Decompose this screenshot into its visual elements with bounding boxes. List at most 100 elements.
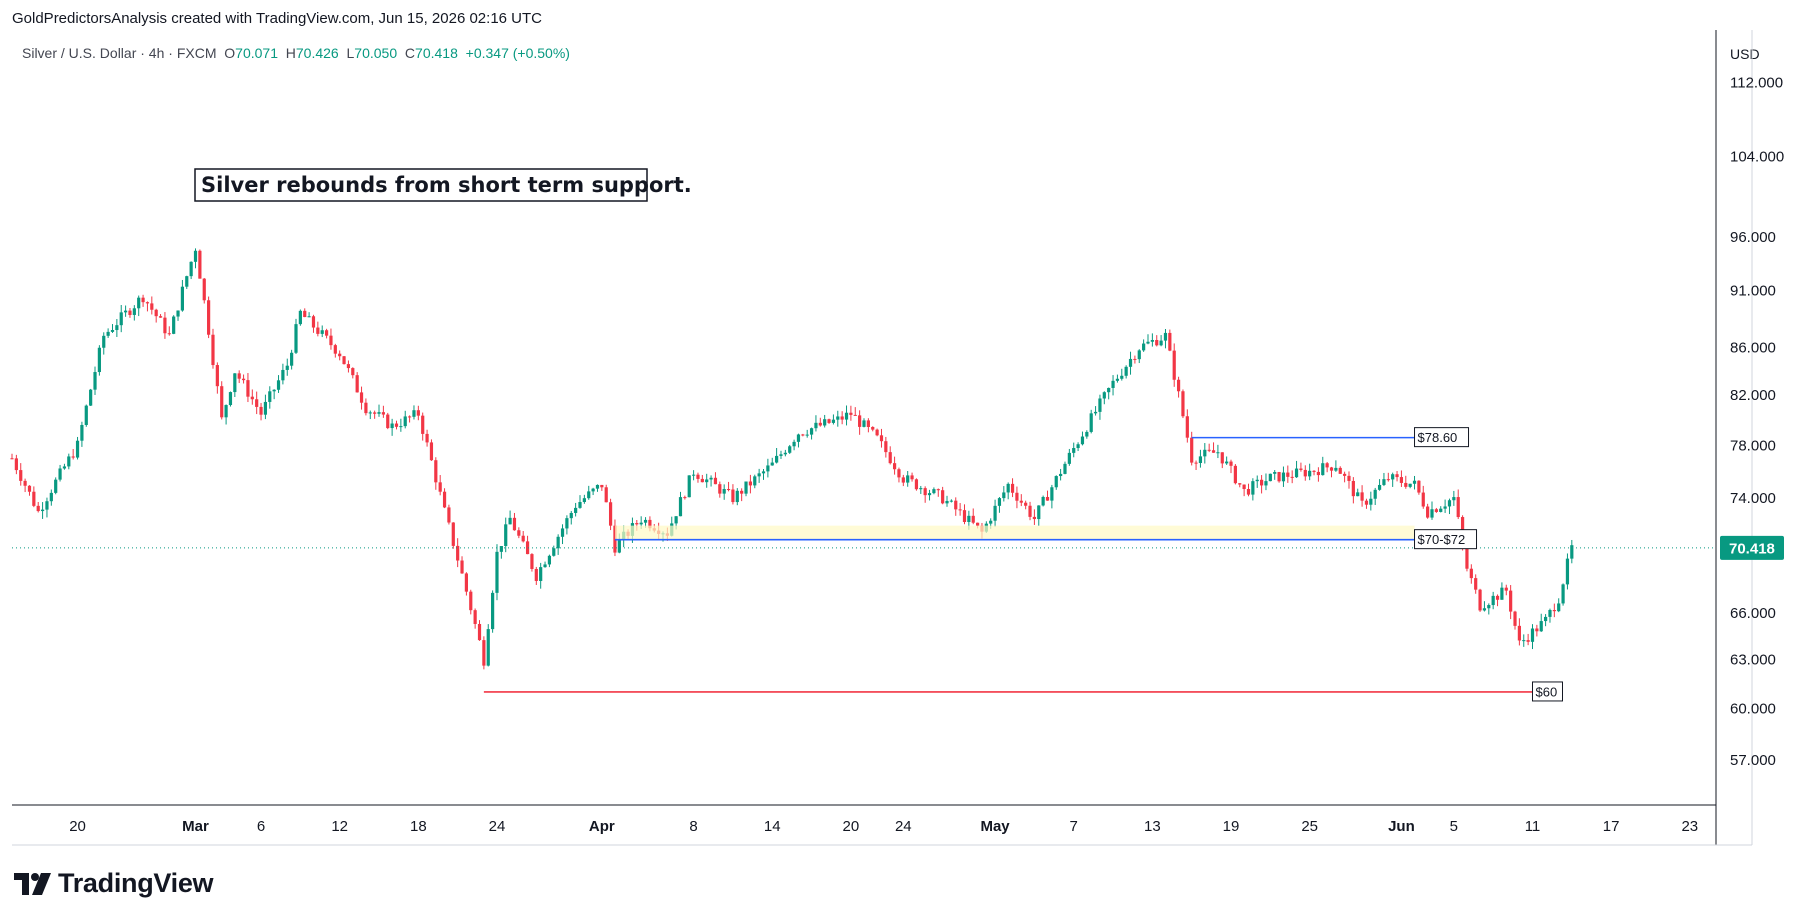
candle-body bbox=[788, 446, 792, 453]
price-tick-label: 86.000 bbox=[1730, 339, 1776, 356]
high-value: 70.426 bbox=[295, 45, 339, 61]
candle-body bbox=[1321, 463, 1325, 476]
candle bbox=[237, 370, 241, 384]
candle-body bbox=[753, 476, 757, 486]
candle-body bbox=[1290, 476, 1294, 478]
candle bbox=[1198, 449, 1203, 468]
candle-body bbox=[1246, 489, 1251, 495]
candle bbox=[255, 391, 259, 415]
candle-body bbox=[333, 345, 337, 354]
candle-body bbox=[1225, 461, 1229, 464]
candle bbox=[259, 402, 263, 421]
candle-body bbox=[997, 498, 1002, 506]
candle-body bbox=[827, 419, 831, 423]
candle bbox=[539, 562, 543, 589]
candle bbox=[1115, 374, 1120, 383]
time-tick-label: 20 bbox=[843, 818, 860, 835]
candle bbox=[844, 405, 849, 426]
time-tick-label: 18 bbox=[410, 818, 427, 835]
time-tick-label: 14 bbox=[764, 818, 781, 835]
candle bbox=[1063, 461, 1067, 475]
candle bbox=[154, 308, 158, 323]
candle bbox=[408, 415, 412, 423]
candle-body bbox=[539, 567, 543, 581]
candle bbox=[1377, 479, 1382, 491]
candle bbox=[945, 495, 949, 507]
candle-body bbox=[1251, 481, 1255, 495]
candle bbox=[1308, 463, 1312, 481]
candle-body bbox=[888, 452, 892, 464]
candle-body bbox=[595, 484, 600, 489]
candle bbox=[456, 538, 460, 568]
candle bbox=[866, 418, 870, 433]
candle-body bbox=[560, 528, 565, 537]
candle-body bbox=[578, 502, 582, 508]
candle bbox=[180, 279, 184, 312]
candle-body bbox=[766, 465, 770, 472]
candle-body bbox=[530, 554, 534, 569]
candle bbox=[1002, 486, 1006, 502]
candle-body bbox=[1264, 481, 1268, 486]
candle-body bbox=[1176, 379, 1181, 392]
candle bbox=[141, 294, 145, 307]
candle bbox=[1107, 387, 1111, 400]
candle-body bbox=[687, 475, 691, 498]
candle bbox=[1325, 461, 1329, 473]
candle-body bbox=[342, 356, 346, 365]
candle-body bbox=[1430, 509, 1434, 518]
candle bbox=[128, 308, 132, 318]
candle bbox=[211, 328, 215, 369]
candle bbox=[137, 295, 141, 317]
candle-body bbox=[27, 485, 32, 492]
candle-body bbox=[643, 519, 648, 523]
candle-body bbox=[521, 535, 525, 542]
candle bbox=[1010, 478, 1015, 498]
candle bbox=[1260, 475, 1264, 494]
candle-body bbox=[853, 414, 857, 416]
price-chart[interactable]: $78.60 $70-$72 $60 112.000 104.000 96.000 91.… bbox=[0, 0, 1814, 850]
candle-body bbox=[1207, 449, 1211, 451]
candle-body bbox=[792, 441, 796, 447]
candle bbox=[1264, 473, 1268, 491]
candle-body bbox=[1504, 587, 1508, 591]
candle-body bbox=[137, 297, 141, 309]
candle bbox=[1098, 394, 1102, 420]
candle-body bbox=[844, 412, 849, 420]
candle-body bbox=[1063, 463, 1067, 474]
candle bbox=[482, 636, 486, 670]
candle-body bbox=[477, 623, 482, 641]
candle-body bbox=[233, 373, 237, 393]
candle-body bbox=[307, 316, 311, 318]
candle-body bbox=[1308, 470, 1312, 477]
candle-body bbox=[421, 415, 425, 434]
candle-body bbox=[818, 422, 822, 426]
candle bbox=[1495, 594, 1500, 607]
candle-body bbox=[1050, 487, 1054, 501]
candle bbox=[692, 470, 696, 481]
candle-body bbox=[879, 435, 884, 442]
candle bbox=[504, 517, 508, 553]
candle-body bbox=[1456, 497, 1460, 518]
candle bbox=[783, 449, 787, 457]
candle-body bbox=[1120, 375, 1124, 379]
candle bbox=[731, 484, 735, 505]
candle-body bbox=[1347, 475, 1351, 481]
annotation-box[interactable] bbox=[194, 168, 648, 202]
tradingview-brand[interactable]: TradingView bbox=[14, 868, 214, 899]
symbol-name[interactable]: Silver / U.S. Dollar · 4h · FXCM bbox=[22, 45, 217, 61]
candle-body bbox=[770, 462, 774, 466]
candle bbox=[276, 375, 281, 393]
time-tick-label: 23 bbox=[1681, 818, 1698, 835]
candle-body bbox=[368, 412, 372, 414]
time-tick-label: 19 bbox=[1223, 818, 1240, 835]
candle bbox=[705, 473, 709, 488]
candle bbox=[1242, 484, 1246, 497]
time-tick-label: Apr bbox=[589, 818, 615, 835]
candle bbox=[1430, 501, 1434, 520]
candle-body bbox=[1316, 471, 1320, 476]
candle bbox=[1085, 430, 1089, 439]
candle-body bbox=[1299, 468, 1303, 470]
candle-body bbox=[399, 426, 403, 428]
candle bbox=[1225, 456, 1229, 465]
candle bbox=[1054, 475, 1058, 490]
